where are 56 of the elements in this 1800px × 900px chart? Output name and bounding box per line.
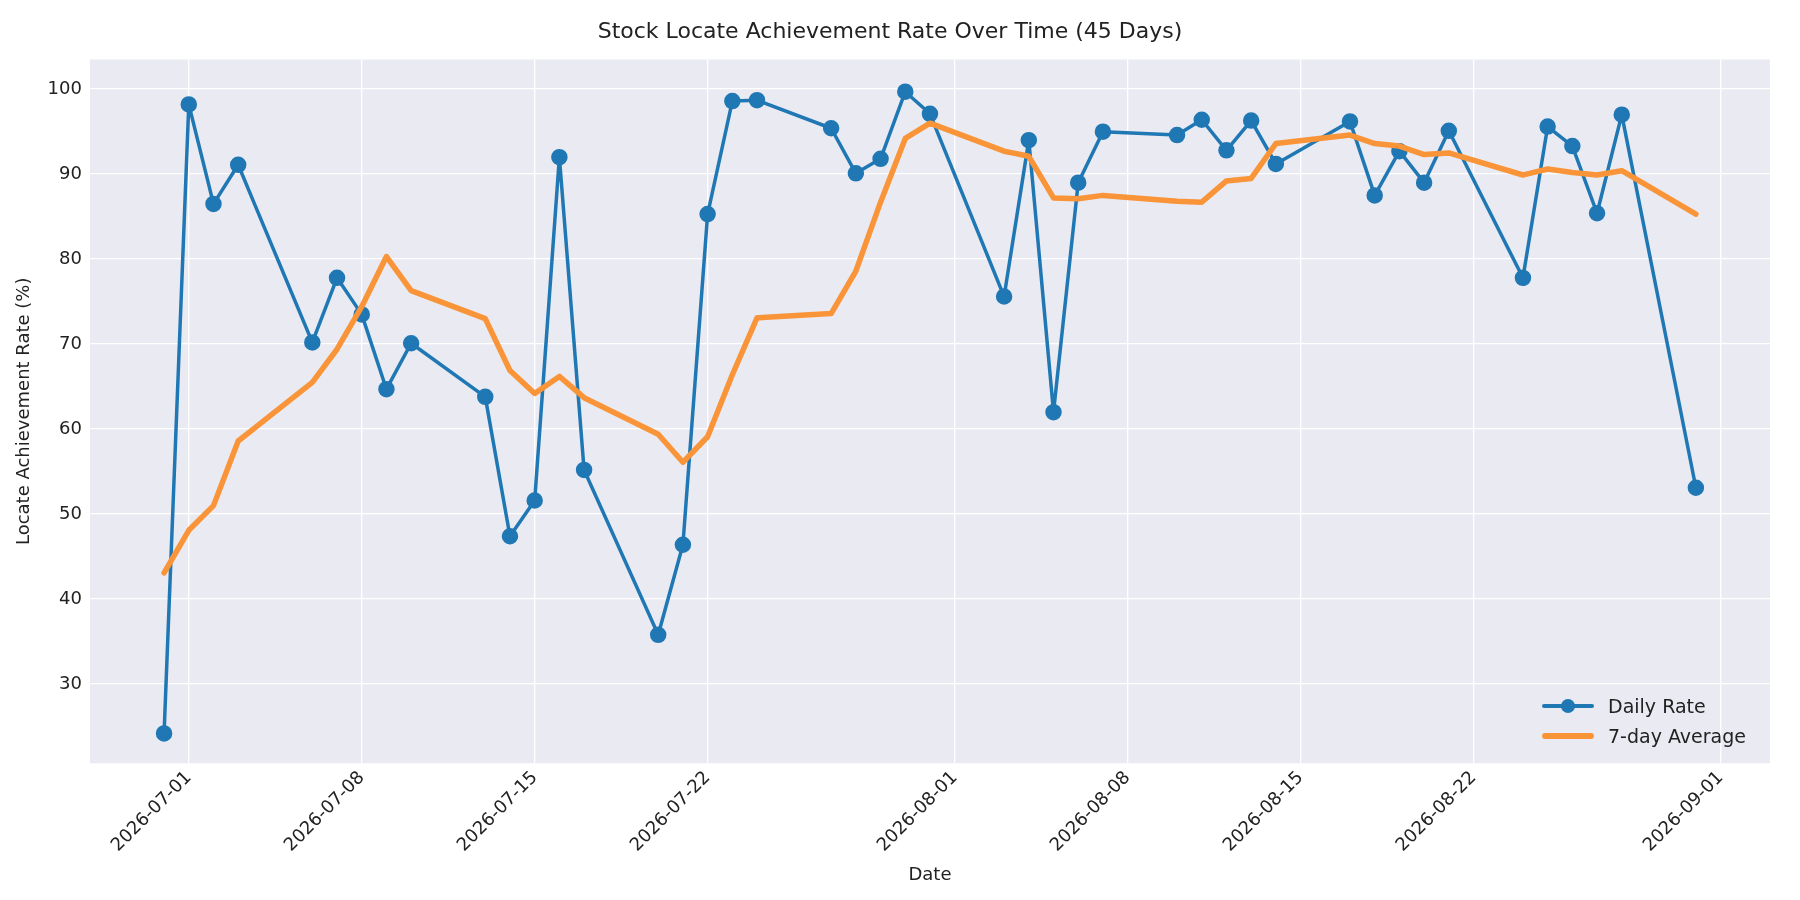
point bbox=[897, 83, 914, 100]
point bbox=[1539, 118, 1556, 135]
point bbox=[1415, 174, 1433, 191]
point bbox=[699, 205, 716, 223]
point bbox=[1514, 269, 1532, 287]
point bbox=[1168, 126, 1186, 144]
legend-label: Daily Rate bbox=[1608, 695, 1706, 718]
y-tick-label: 70 bbox=[59, 331, 82, 353]
point bbox=[501, 527, 519, 545]
point bbox=[847, 165, 865, 182]
y-tick-label: 40 bbox=[59, 586, 82, 608]
point bbox=[1687, 479, 1705, 497]
point bbox=[921, 105, 939, 123]
point bbox=[1020, 131, 1038, 149]
legend-label: 7-day Average bbox=[1608, 725, 1746, 748]
point bbox=[378, 380, 395, 398]
y-tick-label: 100 bbox=[47, 76, 82, 98]
point bbox=[1193, 111, 1210, 128]
point bbox=[1613, 106, 1631, 123]
point bbox=[1588, 204, 1606, 222]
point bbox=[402, 335, 420, 352]
y-tick-label: 80 bbox=[59, 246, 82, 268]
point bbox=[575, 461, 593, 479]
point bbox=[229, 156, 247, 174]
y-tick-label: 60 bbox=[59, 416, 82, 438]
point bbox=[205, 195, 222, 213]
point bbox=[748, 91, 766, 109]
point bbox=[995, 288, 1013, 305]
point bbox=[872, 150, 889, 168]
y-tick-label: 30 bbox=[59, 671, 82, 693]
point bbox=[551, 148, 568, 166]
x-axis-title: Date bbox=[908, 862, 952, 884]
point bbox=[328, 269, 346, 287]
y-tick-label: 90 bbox=[59, 161, 82, 183]
point bbox=[1094, 123, 1112, 140]
point bbox=[1045, 403, 1062, 421]
point bbox=[1267, 155, 1285, 173]
point bbox=[1440, 122, 1458, 140]
point bbox=[304, 334, 321, 351]
point bbox=[1564, 137, 1581, 155]
point bbox=[1069, 174, 1087, 191]
point bbox=[1341, 113, 1359, 130]
y-tick-label: 50 bbox=[59, 501, 82, 523]
point bbox=[1366, 187, 1383, 204]
point bbox=[1242, 112, 1260, 129]
point bbox=[477, 388, 494, 406]
point bbox=[649, 626, 667, 644]
chart-title: Stock Locate Achievement Rate Over Time (45 Days) bbox=[597, 17, 1183, 43]
y-axis-title: Locate Achievement Rate (%) bbox=[12, 277, 34, 546]
point bbox=[674, 536, 692, 553]
point bbox=[1218, 142, 1235, 159]
point bbox=[724, 92, 741, 110]
point bbox=[822, 120, 840, 137]
point bbox=[155, 725, 173, 742]
point bbox=[526, 492, 543, 509]
point bbox=[180, 96, 198, 113]
